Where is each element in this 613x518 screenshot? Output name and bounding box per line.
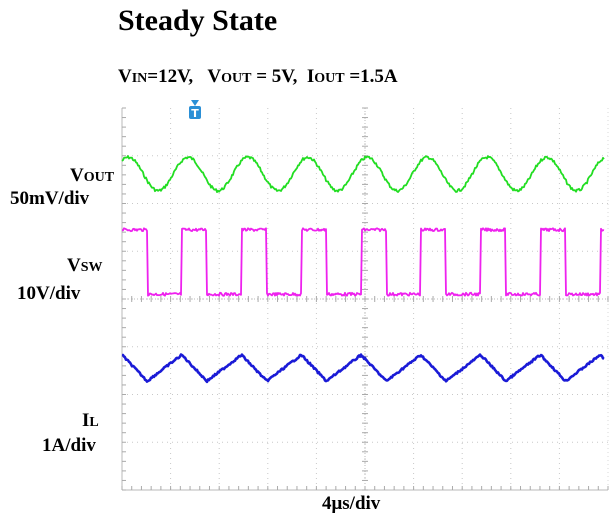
vsw-label-sym: V xyxy=(67,255,81,276)
x-axis-label: 4μs/div xyxy=(322,493,381,514)
scope-traces xyxy=(121,155,605,384)
trace-vout xyxy=(121,155,605,194)
vout-sub: OUT xyxy=(221,71,252,86)
vsw-channel-label: VSW xyxy=(67,255,103,277)
trigger-letter: T xyxy=(191,107,199,120)
vsw-label-sub: SW xyxy=(80,260,103,275)
vin-sub: IN xyxy=(131,71,148,86)
vout-value: = 5V, xyxy=(251,66,298,87)
operating-conditions: VIN=12V, VOUT = 5V, IOUT =1.5A xyxy=(118,66,398,88)
iout-sub: OUT xyxy=(314,71,345,86)
vin-sym: V xyxy=(118,66,132,87)
il-label-sym: I xyxy=(82,410,90,431)
vout-sym: V xyxy=(207,66,222,87)
vsw-scale-label: 10V/div xyxy=(17,283,81,304)
vout-label-sym: V xyxy=(70,165,84,186)
vout-channel-label: VOUT xyxy=(70,165,114,187)
vin-value: =12V, xyxy=(147,66,194,87)
il-label-sub: L xyxy=(89,415,99,430)
scope-grid xyxy=(121,107,609,491)
trace-il xyxy=(121,353,605,384)
chart-title: Steady State xyxy=(118,4,278,37)
iout-value: =1.5A xyxy=(344,66,398,87)
trigger-marker-icon: T xyxy=(189,100,201,120)
vout-label-sub: OUT xyxy=(83,170,115,185)
il-scale-label: 1A/div xyxy=(42,435,96,456)
vout-scale-label: 50mV/div xyxy=(10,188,90,209)
il-channel-label: IL xyxy=(82,410,99,432)
trace-vsw xyxy=(121,227,605,297)
iout-sym: I xyxy=(306,66,315,87)
